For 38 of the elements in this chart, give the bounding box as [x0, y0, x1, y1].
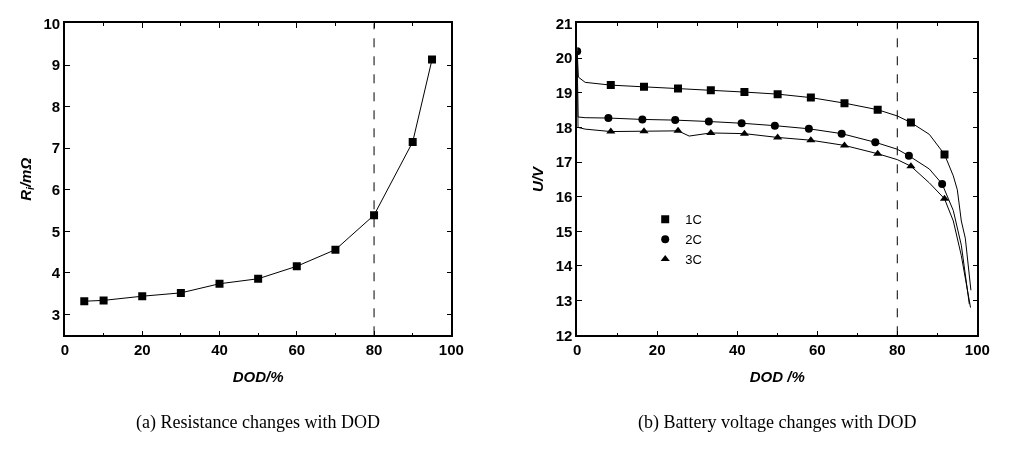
x-tick-label: 60	[808, 341, 826, 359]
y-tick-label: 20	[555, 49, 573, 67]
y-tick-label: 15	[555, 222, 573, 240]
y-tick-label: 14	[555, 257, 574, 275]
y-tick-label: 10	[43, 14, 61, 32]
text: (a) Resistance changes with DOD	[136, 412, 380, 433]
x-tick-label: 20	[133, 341, 151, 359]
y-tick-label: 8	[51, 97, 61, 115]
x-tick-label: 80	[365, 341, 383, 359]
legend-label: 2C	[685, 232, 702, 248]
y-tick-label: 3	[51, 305, 61, 323]
y-tick-label: 4	[51, 264, 61, 282]
x-tick-label: 40	[211, 341, 228, 359]
legend-label: 3C	[685, 252, 702, 268]
y-axis-title: U/V	[529, 164, 547, 192]
x-tick-label: 20	[648, 341, 666, 359]
y-tick-label: 9	[51, 56, 61, 74]
x-tick-label: 80	[888, 341, 906, 359]
legend-label: 1C	[685, 212, 702, 228]
y-tick-label: 13	[555, 291, 573, 309]
y-tick-label: 18	[555, 118, 573, 136]
x-axis-title: DOD/%	[232, 367, 284, 385]
y-tick-label: 17	[555, 153, 573, 171]
x-tick-label: 100	[438, 341, 464, 359]
x-tick-label: 0	[573, 341, 582, 359]
y-tick-label: 12	[555, 326, 573, 344]
x-axis-title: DOD /%	[749, 367, 805, 385]
y-tick-label: 19	[555, 83, 573, 101]
y-tick-label: 16	[555, 187, 573, 205]
text: (b) Battery voltage changes with DOD	[638, 412, 917, 433]
y-tick-label: 5	[51, 222, 61, 240]
y-tick-label: 21	[555, 14, 573, 32]
x-tick-label: 60	[288, 341, 306, 359]
x-tick-label: 100	[964, 341, 990, 359]
x-tick-label: 0	[60, 341, 70, 359]
x-tick-label: 40	[728, 341, 746, 359]
y-tick-label: 6	[51, 181, 61, 199]
y-tick-label: 7	[51, 139, 61, 157]
